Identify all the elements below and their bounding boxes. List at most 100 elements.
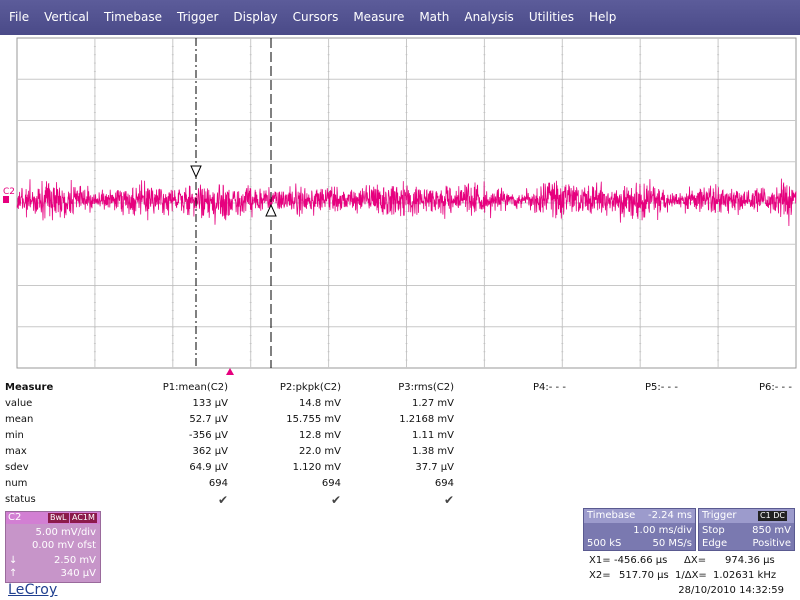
grid-minor-tick — [639, 310, 642, 311]
menu-cursors[interactable]: Cursors — [292, 10, 339, 24]
menu-help[interactable]: Help — [588, 10, 617, 24]
menu-timebase[interactable]: Timebase — [104, 10, 162, 24]
menu-vertical[interactable]: Vertical — [44, 10, 90, 24]
grid-minor-tick — [405, 335, 408, 336]
grid-minor-tick — [249, 277, 252, 278]
grid-minor-tick — [561, 335, 564, 336]
measure-cell-p1: -356 µV — [188, 430, 228, 441]
trigger-type: Edge — [702, 538, 728, 549]
grid-minor-tick — [249, 112, 252, 113]
grid-minor-tick — [249, 170, 252, 171]
grid-minor-tick — [405, 343, 408, 344]
header-p6[interactable]: P6:- - - — [759, 382, 792, 393]
grid-minor-tick — [327, 178, 330, 179]
grid-minor-tick — [483, 87, 486, 89]
grid-minor-tick — [717, 285, 720, 287]
grid-minor-tick — [483, 137, 486, 138]
grid-minor-tick — [327, 302, 330, 303]
grid-minor-tick — [93, 260, 96, 262]
measure-row-sdev: sdev 64.9 µV 1.120 mV 37.7 µV — [0, 460, 800, 476]
grid-minor-tick — [717, 145, 720, 146]
waveform-display[interactable]: C2 — [0, 35, 800, 375]
measure-row-label: max — [5, 446, 27, 457]
grid-minor-tick — [561, 79, 564, 80]
grid-minor-tick — [93, 161, 96, 163]
grid-minor-tick — [93, 79, 96, 80]
grid-minor-tick — [327, 343, 330, 344]
menu-measure[interactable]: Measure — [353, 10, 405, 24]
grid-minor-tick — [171, 219, 174, 221]
grid-minor-tick — [561, 170, 564, 171]
grid-minor-tick — [249, 62, 252, 64]
grid-minor-tick — [171, 178, 174, 179]
grid-minor-tick — [171, 46, 174, 47]
grid-minor-tick — [93, 326, 96, 328]
menu-file[interactable]: File — [9, 10, 30, 24]
header-p5[interactable]: P5:- - - — [645, 382, 678, 393]
inv-dx-value: 1.02631 kHz — [713, 570, 777, 581]
menu-utilities[interactable]: Utilities — [528, 10, 574, 24]
grid-minor-tick — [639, 293, 642, 295]
grid-minor-tick — [93, 95, 96, 97]
grid-minor-tick — [483, 79, 486, 80]
header-p2[interactable]: P2:pkpk(C2) — [279, 382, 341, 393]
measure-cell-p1: 64.9 µV — [189, 462, 228, 473]
bandwidth-limit-badge: BwL — [48, 513, 69, 523]
grid-minor-tick — [171, 137, 174, 138]
grid-minor-tick — [717, 54, 720, 56]
grid-minor-tick — [483, 153, 486, 155]
grid-minor-tick — [327, 95, 330, 97]
menu-display[interactable]: Display — [233, 10, 278, 24]
measure-cell-p2: 22.0 mV — [298, 446, 341, 457]
menu-math[interactable]: Math — [419, 10, 450, 24]
trigger-descriptor[interactable]: Trigger C1 DC Stop 850 mV Edge Positive — [698, 508, 795, 551]
grid-minor-tick — [249, 79, 252, 80]
grid-minor-tick — [93, 71, 96, 72]
grid-minor-tick — [561, 310, 564, 311]
grid-minor-tick — [639, 219, 642, 221]
channel-c2-descriptor[interactable]: C2 BwL AC1M 5.00 mV/div 0.00 mV ofst ↓ 2… — [5, 511, 101, 583]
channel-cursor2: 340 µV — [60, 568, 96, 579]
timebase-samples: 500 kS — [587, 538, 622, 549]
grid-minor-tick — [93, 112, 96, 113]
grid-minor-tick — [93, 318, 96, 320]
grid-minor-tick — [561, 46, 564, 47]
timebase-descriptor[interactable]: Timebase -2.24 ms 1.00 ms/div 500 kS 50 … — [583, 508, 696, 551]
grid-minor-tick — [171, 54, 174, 56]
x2-label: X2= — [589, 570, 611, 581]
trigger-header: Trigger C1 DC — [699, 509, 794, 523]
grid-minor-tick — [171, 203, 174, 204]
grid-minor-tick — [561, 343, 564, 344]
grid-minor-tick — [717, 62, 720, 64]
menu-analysis[interactable]: Analysis — [464, 10, 514, 24]
c2-trace-label: C2 — [3, 187, 15, 197]
grid-minor-tick — [405, 104, 408, 105]
header-p1[interactable]: P1:mean(C2) — [162, 382, 228, 393]
grid-minor-tick — [483, 178, 486, 179]
grid-minor-tick — [639, 137, 642, 138]
grid-minor-tick — [483, 359, 486, 361]
grid-minor-tick — [717, 236, 720, 237]
cursor-x1-marker-icon — [190, 165, 202, 179]
grid-minor-tick — [249, 145, 252, 146]
cursor2-arrow-icon: ↑ — [9, 568, 18, 579]
menu-trigger[interactable]: Trigger — [177, 10, 219, 24]
header-p3[interactable]: P3:rms(C2) — [398, 382, 454, 393]
timebase-tdiv: 1.00 ms/div — [633, 525, 692, 536]
grid-minor-tick — [171, 104, 174, 105]
grid-minor-tick — [171, 95, 174, 97]
channel-vdiv: 5.00 mV/div — [35, 527, 96, 538]
grid-minor-tick — [171, 71, 174, 72]
grid-minor-tick — [327, 54, 330, 56]
grid-minor-tick — [561, 137, 564, 138]
measure-cell-p1: 362 µV — [192, 446, 228, 457]
grid-minor-tick — [327, 186, 330, 188]
grid-minor-tick — [483, 343, 486, 344]
header-p4[interactable]: P4:- - - — [533, 382, 566, 393]
grid-minor-tick — [171, 153, 174, 155]
grid-minor-tick — [639, 285, 642, 287]
grid-minor-tick — [561, 285, 564, 287]
grid-minor-tick — [93, 244, 96, 245]
grid-minor-tick — [249, 87, 252, 89]
grid-minor-tick — [93, 62, 96, 64]
